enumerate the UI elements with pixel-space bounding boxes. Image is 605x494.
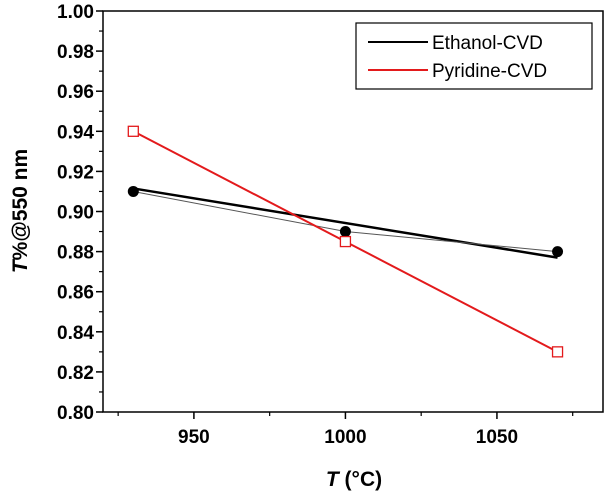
y-tick-label: 0.86 bbox=[57, 283, 94, 304]
y-axis-label: T%@550 nm bbox=[9, 149, 32, 273]
pyridine-data-point bbox=[551, 346, 564, 358]
legend: Ethanol-CVD Pyridine-CVD bbox=[355, 22, 593, 90]
legend-label-pyridine: Pyridine-CVD bbox=[432, 61, 547, 82]
x-tick-labels: 950 1000 1050 bbox=[178, 427, 518, 448]
ethanol-fit-line bbox=[133, 187, 558, 259]
legend-label-ethanol: Ethanol-CVD bbox=[432, 33, 543, 54]
y-tick-label: 0.92 bbox=[57, 162, 94, 183]
x-tick-label: 950 bbox=[178, 427, 210, 448]
y-tick-label: 0.84 bbox=[57, 323, 94, 344]
ethanol-data-point bbox=[552, 246, 564, 258]
ethanol-data-point bbox=[127, 185, 139, 197]
pyridine-data-point bbox=[339, 235, 352, 248]
ethanol-data-point bbox=[339, 226, 351, 238]
major-ticks bbox=[96, 10, 498, 419]
y-axis-label-rest: %@550 nm bbox=[9, 149, 32, 261]
x-axis-label: T (°C) bbox=[326, 468, 382, 491]
y-tick-label: 0.96 bbox=[57, 82, 94, 103]
y-tick-label: 0.98 bbox=[57, 42, 94, 63]
y-tick-label: 0.90 bbox=[57, 203, 94, 224]
x-tick-label: 1050 bbox=[476, 427, 518, 448]
y-tick-label: 0.80 bbox=[57, 403, 94, 424]
y-axis-label-italic: T bbox=[9, 258, 32, 273]
y-tick-label: 1.00 bbox=[57, 2, 94, 23]
y-tick-label: 0.94 bbox=[57, 122, 94, 143]
y-tick-label: 0.88 bbox=[57, 243, 94, 264]
plot-frame bbox=[102, 10, 604, 413]
series-layer bbox=[127, 125, 564, 358]
y-tick-labels: 0.80 0.82 0.84 0.86 0.88 0.90 0.92 0.94 0.96 0.98… bbox=[57, 2, 94, 424]
x-axis-label-italic: T bbox=[326, 468, 341, 491]
pyridine-data-point bbox=[127, 125, 139, 137]
x-axis-label-rest: (°C) bbox=[339, 468, 382, 491]
x-tick-label: 1000 bbox=[324, 427, 366, 448]
y-tick-label: 0.82 bbox=[57, 363, 94, 384]
legend-box bbox=[355, 22, 593, 90]
